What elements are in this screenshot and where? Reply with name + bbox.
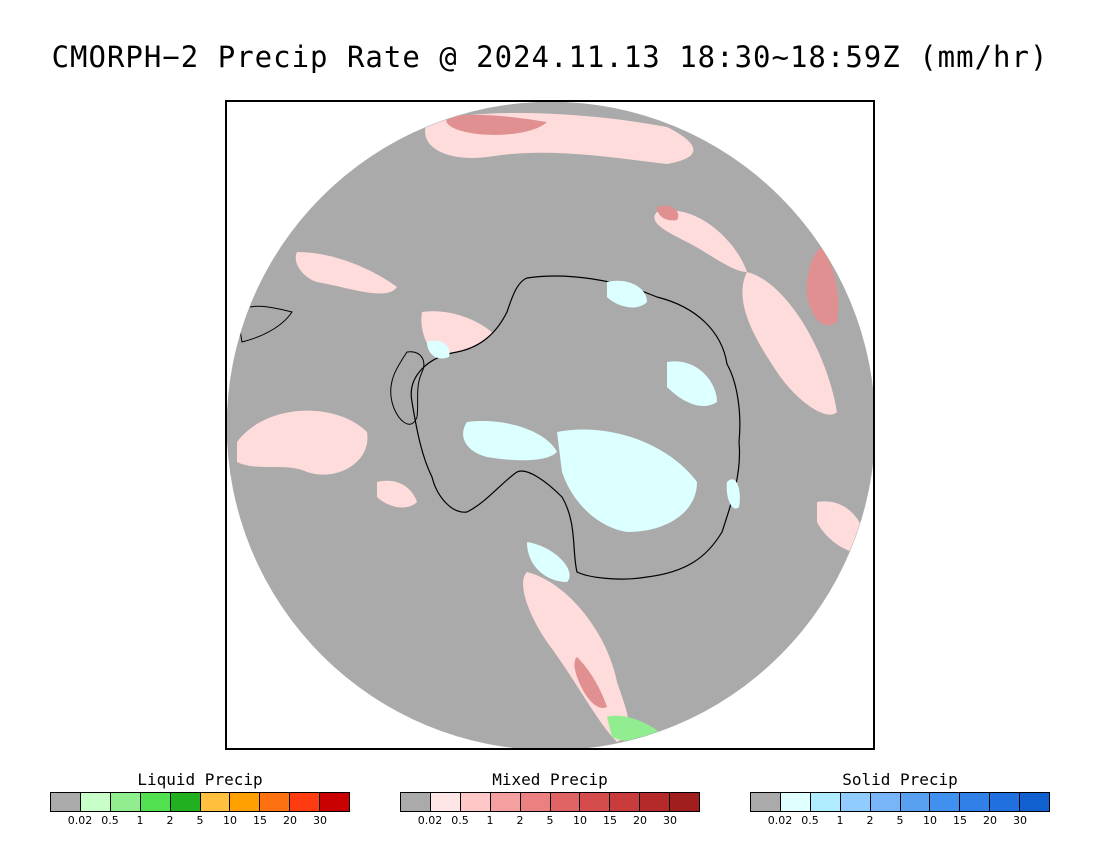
legend-bar-solid [750, 792, 1050, 812]
legend-tick-label: 2 [516, 814, 524, 827]
legend-swatch [230, 793, 261, 811]
legend-swatch [401, 793, 431, 811]
legend-swatch [520, 793, 551, 811]
legend-tick-label: 20 [633, 814, 647, 827]
legend-tick-label: 15 [603, 814, 617, 827]
legend-swatch [751, 793, 781, 811]
legend-swatch [900, 793, 931, 811]
legend-swatch [840, 793, 871, 811]
mixed-precip-heavy [446, 114, 839, 708]
legend-tick-label: 0.5 [801, 814, 819, 827]
legend-bar-mixed [400, 792, 700, 812]
legend-tick-label: 10 [223, 814, 237, 827]
legend-tick-label: 10 [573, 814, 587, 827]
legend-tick-label: 5 [546, 814, 554, 827]
legend-title-mixed: Mixed Precip [492, 770, 608, 789]
legend-swatch [810, 793, 841, 811]
legend-swatch [780, 793, 811, 811]
legend-swatch [260, 793, 291, 811]
legend-tick-label: 1 [836, 814, 844, 827]
precip-map [225, 100, 875, 750]
legend-swatch [290, 793, 321, 811]
legend-tick-label: 30 [313, 814, 327, 827]
legend-swatch [460, 793, 491, 811]
legend-tick-label: 0.02 [767, 814, 793, 827]
legend-swatch [580, 793, 611, 811]
legend-swatch [930, 793, 961, 811]
legend-swatch [430, 793, 461, 811]
legend-tick-label: 1 [486, 814, 494, 827]
legend-liquid: Liquid Precip 0.02 0.5 1 2 5 10 15 20 30 [50, 770, 350, 828]
legend-bar-liquid [50, 792, 350, 812]
legend-tick-label: 2 [866, 814, 874, 827]
legend-tick-label: 0.5 [451, 814, 469, 827]
south-america-coastline [236, 305, 293, 343]
legend-swatch [870, 793, 901, 811]
legend-tick-label: 30 [1013, 814, 1027, 827]
legend-tick-label: 0.02 [417, 814, 443, 827]
legend-swatch [110, 793, 141, 811]
legend-swatch [140, 793, 171, 811]
legend-tick-label: 30 [663, 814, 677, 827]
legend-tick-label: 15 [953, 814, 967, 827]
legend-tick-label: 20 [983, 814, 997, 827]
legend-swatch [960, 793, 991, 811]
legend-swatch [80, 793, 111, 811]
polar-map-svg [227, 102, 873, 748]
legend-swatch [51, 793, 81, 811]
legend-ticks-mixed: 0.02 0.5 1 2 5 10 15 20 30 [400, 812, 700, 828]
legend-tick-label: 1 [136, 814, 144, 827]
legend-swatch [200, 793, 231, 811]
legend-tick-label: 0.02 [67, 814, 93, 827]
legend-mixed: Mixed Precip 0.02 0.5 1 2 5 10 15 20 30 [400, 770, 700, 828]
peninsula-coastline [390, 351, 425, 425]
legend-tick-label: 0.5 [101, 814, 119, 827]
legend-tick-label: 20 [283, 814, 297, 827]
legend-swatch [1020, 793, 1050, 811]
legend-swatch [610, 793, 641, 811]
legend-ticks-solid: 0.02 0.5 1 2 5 10 15 20 30 [750, 812, 1050, 828]
map-title: CMORPH−2 Precip Rate @ 2024.11.13 18:30~… [51, 40, 1049, 74]
legend-swatch [550, 793, 581, 811]
legend-title-liquid: Liquid Precip [137, 770, 263, 789]
legend-swatch [990, 793, 1021, 811]
legend-solid: Solid Precip 0.02 0.5 1 2 5 10 15 20 30 [750, 770, 1050, 828]
legend-swatch [490, 793, 521, 811]
legend-ticks-liquid: 0.02 0.5 1 2 5 10 15 20 30 [50, 812, 350, 828]
legend-tick-label: 5 [196, 814, 204, 827]
legend-swatch [640, 793, 671, 811]
legend-tick-label: 15 [253, 814, 267, 827]
legend-tick-label: 5 [896, 814, 904, 827]
legend-swatch [320, 793, 350, 811]
legend-title-solid: Solid Precip [842, 770, 958, 789]
legend-tick-label: 10 [923, 814, 937, 827]
legend-swatch [670, 793, 700, 811]
legend-swatch [170, 793, 201, 811]
legend-tick-label: 2 [166, 814, 174, 827]
liquid-precip-patch [607, 715, 659, 742]
solid-precip-patches [427, 280, 740, 582]
